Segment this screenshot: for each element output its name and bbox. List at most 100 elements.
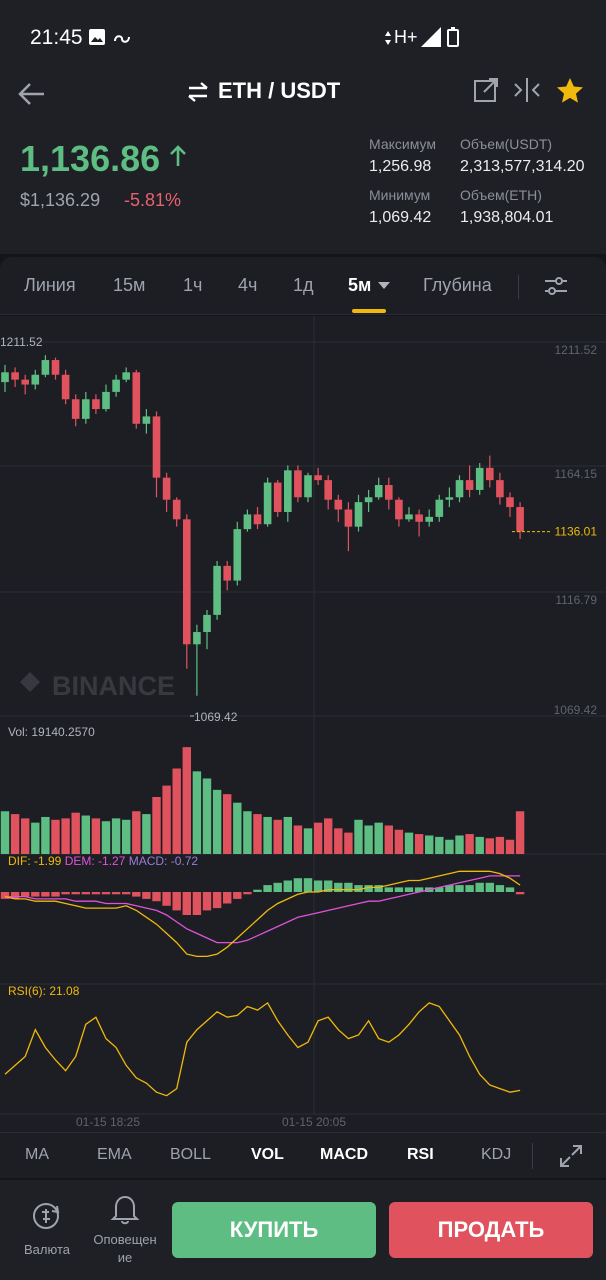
volume-bar bbox=[91, 818, 101, 854]
candle-body bbox=[213, 565, 221, 615]
volume-bar bbox=[313, 822, 323, 854]
tab-depth[interactable]: Глубина bbox=[423, 275, 492, 295]
candle-body bbox=[263, 482, 272, 525]
candle-body bbox=[516, 507, 524, 532]
price-axis-label: 1116.79 bbox=[555, 593, 597, 607]
volume-label: Vol: 19140.2570 bbox=[8, 725, 95, 739]
indicator-ma[interactable]: MA bbox=[25, 1146, 49, 1163]
candle-body bbox=[1, 372, 9, 383]
volume-bar bbox=[10, 814, 20, 854]
alerts-label-wrap[interactable]: ие bbox=[117, 1250, 133, 1265]
volume-bar bbox=[253, 814, 262, 854]
volume-bar bbox=[182, 747, 191, 854]
indicator-vol[interactable]: VOL bbox=[251, 1146, 284, 1163]
sell-button[interactable]: ПРОДАТЬ bbox=[389, 1202, 593, 1258]
chart-canvas[interactable]: BINANCE 1211.52 1164.15 1116.79 1069.42 1211.… bbox=[0, 316, 606, 1132]
swap-arrows-icon[interactable] bbox=[186, 80, 210, 104]
last-price-label: 1136.01 bbox=[555, 525, 598, 539]
macd-histogram-bar bbox=[445, 885, 454, 892]
high-label: Максимум bbox=[369, 136, 436, 152]
volume-bar bbox=[384, 825, 393, 854]
volume-bar bbox=[81, 815, 90, 854]
tab-line[interactable]: Линия bbox=[24, 275, 76, 295]
back-arrow-icon[interactable] bbox=[14, 76, 50, 112]
candle-body bbox=[395, 499, 403, 520]
candle-body bbox=[314, 475, 322, 481]
volume-bar bbox=[414, 834, 424, 854]
candle-body bbox=[122, 372, 130, 380]
price-chart[interactable]: BINANCE 1211.52 1164.15 1116.79 1069.42 1211.… bbox=[0, 316, 606, 1132]
rsi-label: RSI(6): 21.08 bbox=[8, 984, 80, 998]
tab-5m[interactable]: 5м bbox=[348, 275, 372, 295]
candle-body bbox=[354, 502, 363, 527]
settings-sliders-icon[interactable] bbox=[543, 274, 569, 298]
candle-body bbox=[82, 399, 90, 419]
candle-body bbox=[304, 475, 312, 498]
time-axis-label: 01-15 20:05 bbox=[282, 1115, 346, 1129]
tab-1h[interactable]: 1ч bbox=[183, 275, 203, 295]
macd-histogram-bar bbox=[21, 892, 30, 897]
candle-body bbox=[11, 372, 19, 380]
buy-button[interactable]: КУПИТЬ bbox=[172, 1202, 376, 1258]
volume-bar bbox=[142, 814, 151, 854]
macd-legend: DIF: -1.99 DEM: -1.27 MACD: -0.72 bbox=[8, 854, 198, 868]
star-icon[interactable] bbox=[555, 76, 585, 106]
volume-bar bbox=[293, 825, 303, 854]
currency-label[interactable]: Валюта bbox=[24, 1242, 70, 1257]
bottom-action-bar: Валюта Оповещен ие КУПИТЬ ПРОДАТЬ bbox=[0, 1180, 606, 1280]
bell-icon[interactable] bbox=[110, 1194, 140, 1226]
macd-histogram-bar bbox=[243, 892, 252, 895]
indicator-boll[interactable]: BOLL bbox=[170, 1146, 211, 1163]
compare-icon[interactable] bbox=[512, 76, 542, 104]
watermark-text: BINANCE bbox=[52, 671, 175, 701]
macd-histogram-bar bbox=[51, 892, 60, 897]
indicator-macd[interactable]: MACD bbox=[320, 1146, 368, 1163]
candle-body bbox=[445, 497, 454, 500]
macd-histogram-bar bbox=[435, 887, 444, 892]
macd-histogram-bar bbox=[152, 892, 161, 902]
low-value: 1,069.42 bbox=[369, 209, 432, 226]
candle-body bbox=[364, 497, 373, 503]
macd-histogram-bar bbox=[354, 885, 363, 892]
volume-bar bbox=[455, 835, 464, 854]
macd-histogram-bar bbox=[233, 892, 242, 899]
volume-bar bbox=[122, 819, 131, 854]
currency-exchange-icon[interactable] bbox=[30, 1200, 62, 1232]
tab-15m[interactable]: 15м bbox=[113, 275, 146, 295]
battery-icon bbox=[447, 27, 459, 47]
macd-histogram-bar bbox=[202, 892, 212, 911]
candle-body bbox=[132, 372, 141, 424]
candle-body bbox=[172, 499, 181, 520]
indicator-ema[interactable]: EMA bbox=[97, 1146, 132, 1163]
tab-1d[interactable]: 1д bbox=[293, 275, 314, 295]
candle-body bbox=[465, 480, 474, 490]
indicator-kdj[interactable]: KDJ bbox=[481, 1146, 512, 1163]
volume-bar bbox=[0, 811, 10, 854]
volume-bar bbox=[495, 836, 505, 854]
external-link-icon[interactable] bbox=[472, 76, 500, 104]
indicator-rsi[interactable]: RSI bbox=[407, 1146, 434, 1163]
macd-histogram-bar bbox=[10, 892, 20, 899]
macd-histogram-bar bbox=[475, 882, 484, 892]
macd-histogram-bar bbox=[71, 892, 80, 895]
fullscreen-icon[interactable] bbox=[558, 1143, 584, 1169]
tab-4h[interactable]: 4ч bbox=[238, 275, 258, 295]
time-axis-label: 01-15 18:25 bbox=[76, 1115, 140, 1129]
volume-bar bbox=[364, 825, 373, 854]
gallery-icon bbox=[89, 29, 105, 45]
chevron-down-icon[interactable] bbox=[378, 282, 390, 290]
alerts-label[interactable]: Оповещен bbox=[93, 1232, 157, 1247]
volume-bar bbox=[162, 785, 171, 854]
candle-body bbox=[51, 360, 60, 375]
signal-icon bbox=[421, 27, 441, 47]
candle-body bbox=[344, 509, 353, 527]
volume-bar bbox=[445, 839, 454, 854]
pair-title[interactable]: ETH / USDT bbox=[218, 78, 341, 103]
macd-histogram-bar bbox=[495, 885, 505, 892]
macd-histogram-bar bbox=[162, 892, 171, 906]
volume-bar bbox=[233, 802, 242, 854]
candle-body bbox=[435, 499, 444, 517]
volume-bar bbox=[283, 816, 292, 854]
macd-histogram-bar bbox=[344, 882, 353, 892]
binance-logo-icon bbox=[20, 672, 40, 692]
